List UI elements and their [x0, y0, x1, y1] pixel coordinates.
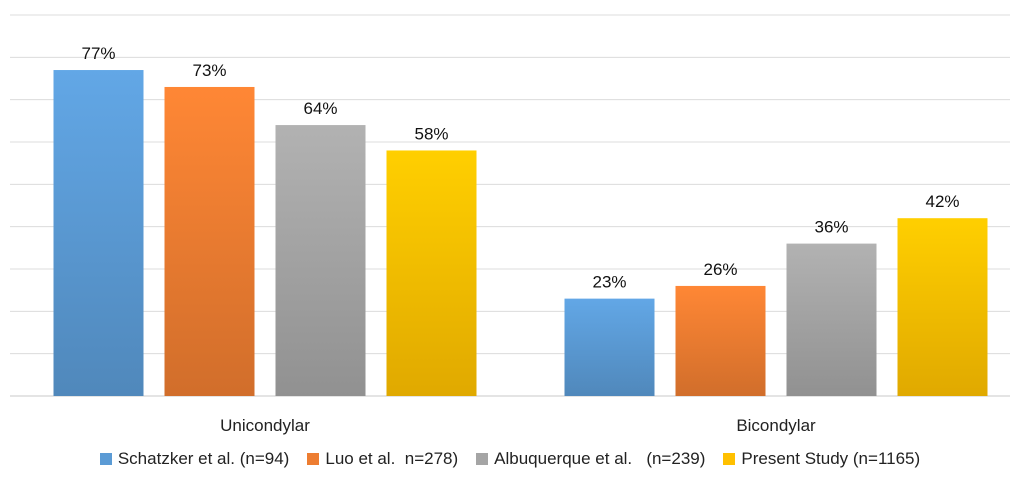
data-label: 36% — [814, 218, 848, 237]
bar-unicondylar-series-3 — [275, 125, 366, 397]
x-tick-label: Unicondylar — [220, 416, 310, 435]
bar-unicondylar-series-4 — [386, 150, 477, 396]
data-label: 58% — [414, 124, 448, 143]
x-axis-labels: Unicondylar Bicondylar — [220, 416, 816, 435]
legend-label: Schatzker et al. (n=94) — [117, 449, 290, 468]
bar-bicondylar-series-3 — [786, 243, 877, 396]
bar-unicondylar-series-1 — [53, 70, 144, 397]
data-label: 26% — [703, 260, 737, 279]
legend-label: Albuquerque et al. (n=239) — [494, 449, 706, 468]
legend-label: Luo et al. n=278) — [325, 449, 459, 468]
legend-label: Present Study (n=1165) — [741, 449, 921, 468]
bar-bicondylar-series-4 — [897, 218, 988, 396]
data-label: 77% — [81, 44, 115, 63]
bars — [53, 70, 988, 397]
data-label: 42% — [925, 192, 959, 211]
legend-swatch — [476, 453, 489, 465]
legend: Schatzker et al. (n=94) Luo et al. n=278)… — [0, 447, 1020, 471]
bar-unicondylar-series-2 — [164, 86, 255, 396]
bar-chart: 77% 73% 64% 58% 23% 26% 36% 42% Unicondylar Bico… — [10, 14, 1010, 435]
data-label: 23% — [592, 273, 626, 292]
legend-item: Albuquerque et al. (n=239) — [476, 449, 705, 469]
data-labels: 77% 73% 64% 58% 23% 26% 36% 42% — [81, 44, 959, 292]
legend-item: Luo et al. n=278) — [307, 449, 458, 469]
legend-swatch — [723, 453, 736, 465]
data-label: 73% — [192, 61, 226, 80]
legend-swatch — [307, 453, 320, 465]
x-tick-label: Bicondylar — [736, 416, 816, 435]
bar-bicondylar-series-1 — [564, 298, 655, 396]
bar-bicondylar-series-2 — [675, 285, 766, 396]
legend-item: Present Study (n=1165) — [723, 449, 920, 469]
legend-swatch — [99, 453, 112, 465]
legend-item: Schatzker et al. (n=94) — [99, 449, 290, 469]
data-label: 64% — [303, 99, 337, 118]
